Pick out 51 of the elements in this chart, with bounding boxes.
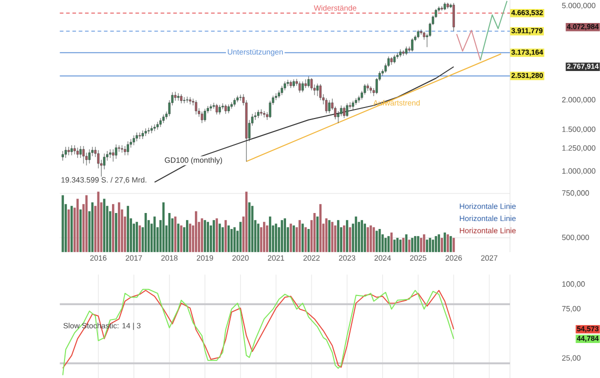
candlestick (180, 94, 182, 104)
candlestick (310, 78, 313, 91)
line-series (456, 30, 481, 61)
candlestick (239, 94, 242, 101)
line-series (480, 0, 508, 61)
candlestick (346, 103, 348, 118)
candlestick (64, 146, 67, 158)
candlestick (132, 135, 135, 146)
candlestick (278, 90, 280, 98)
candlestick (328, 100, 330, 114)
candlestick (316, 83, 319, 96)
candlestick (156, 122, 159, 130)
candlestick (76, 147, 79, 158)
candlestick (280, 86, 284, 96)
candlestick (216, 104, 218, 115)
candlestick (218, 104, 221, 115)
candlestick (224, 104, 227, 114)
candlestick (88, 149, 91, 164)
line-series (154, 66, 454, 183)
candlestick (204, 108, 206, 122)
candlestick (233, 98, 236, 107)
candlestick (159, 118, 162, 128)
candlestick (73, 144, 76, 155)
candlestick (319, 84, 322, 100)
candlestick (390, 56, 393, 66)
candlestick (79, 146, 82, 158)
candlestick (200, 111, 204, 124)
candlestick (411, 38, 414, 52)
candlestick (120, 144, 124, 153)
candlestick (236, 95, 239, 102)
candlestick (352, 100, 354, 110)
candlestick (112, 149, 114, 162)
candlestick (118, 144, 120, 152)
candlestick (452, 2, 455, 32)
candlestick (194, 100, 198, 115)
candlestick (186, 96, 188, 103)
candlestick (298, 81, 301, 93)
candlestick (124, 146, 126, 156)
candlestick (183, 96, 186, 104)
candlestick (343, 106, 346, 118)
candlestick (307, 76, 310, 88)
candlestick (62, 150, 64, 161)
candlestick (70, 144, 73, 156)
candlestick (358, 95, 360, 103)
candlestick (325, 98, 328, 114)
candlestick (126, 141, 130, 156)
candlestick (82, 146, 85, 164)
candlestick (162, 114, 165, 124)
candlestick (148, 127, 150, 134)
candlestick (114, 144, 118, 160)
candlestick (302, 81, 304, 92)
